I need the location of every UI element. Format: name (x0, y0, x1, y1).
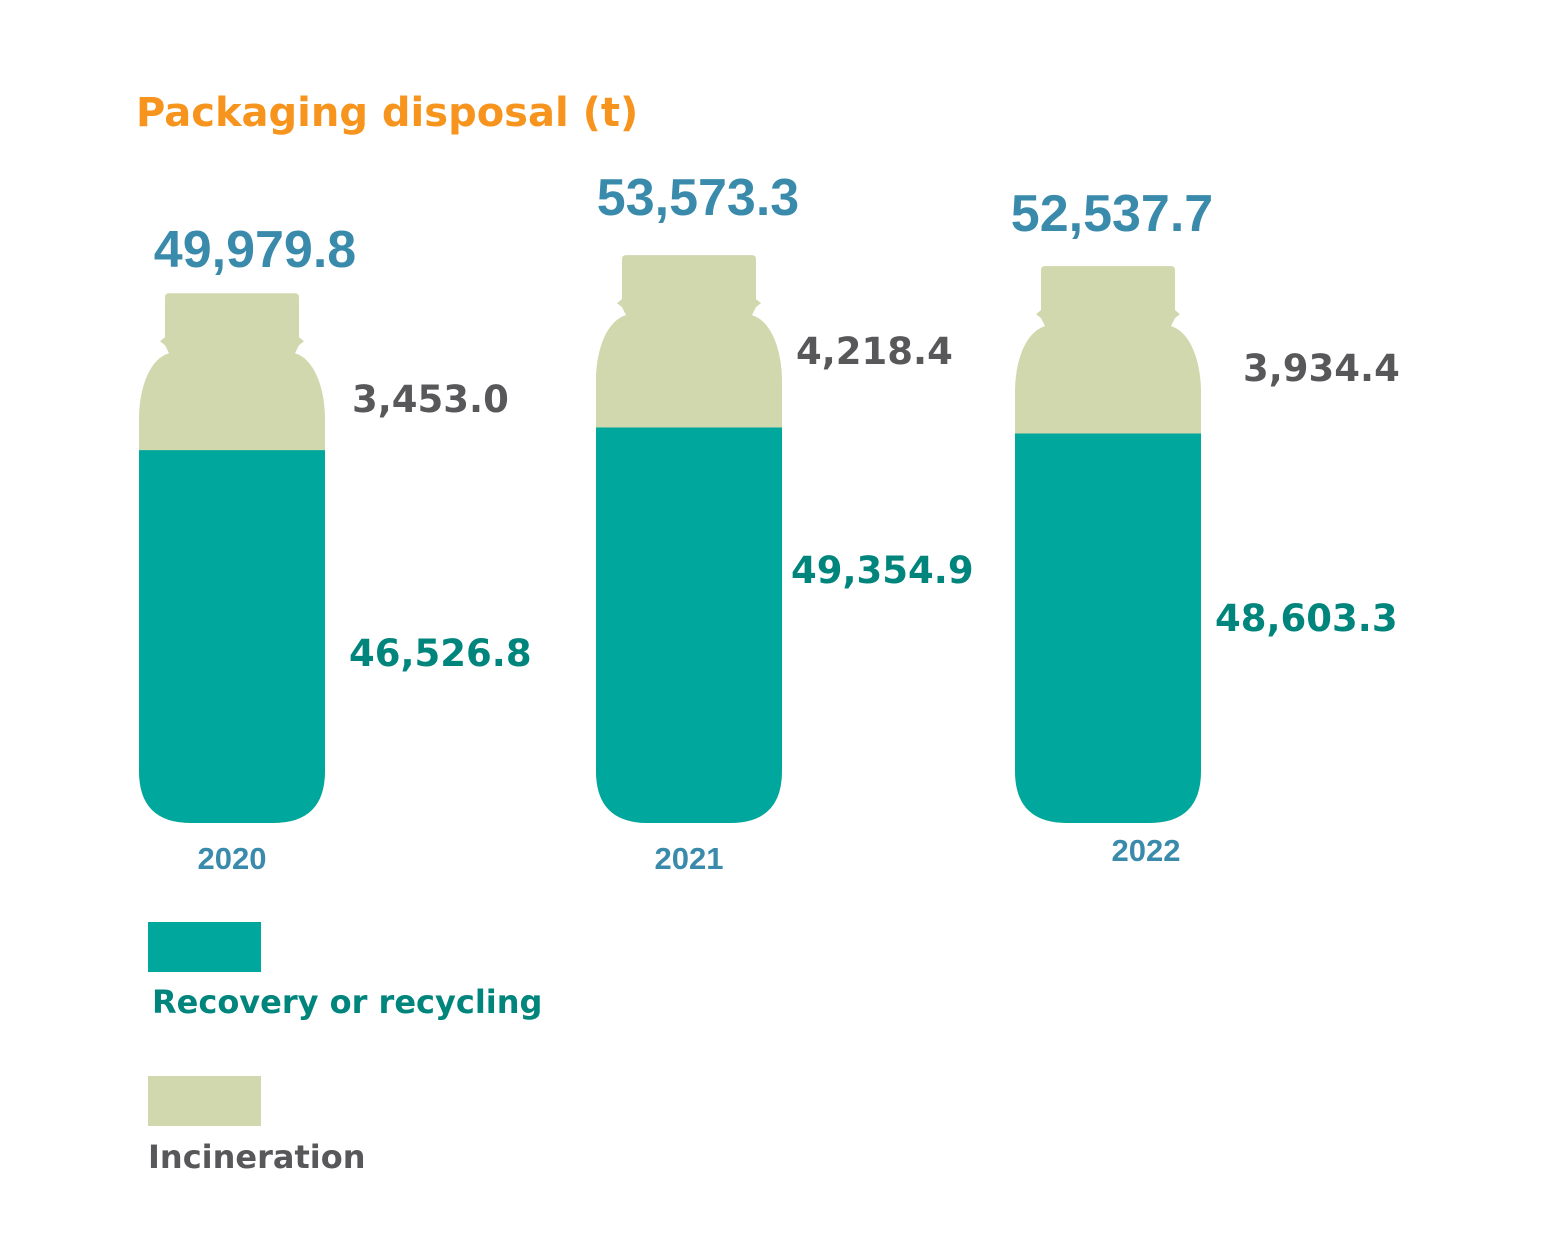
total-label-2020: 49,979.8 (154, 221, 356, 279)
legend-label-incineration: Incineration (148, 1138, 366, 1176)
incineration-label-2021: 4,218.4 (796, 330, 953, 373)
bar-group-2022: 52,537.7 3,934.4 48,603.3 2022 (1011, 185, 1400, 868)
bar-group-2020: 49,979.8 3,453.0 46,526.8 2020 (139, 221, 532, 876)
year-label-2022: 2022 (1112, 833, 1181, 868)
legend: Recovery or recycling Incineration (148, 922, 542, 1176)
total-label-2022: 52,537.7 (1011, 185, 1213, 243)
bar-group-2021: 53,573.3 4,218.4 49,354.9 2021 (596, 169, 974, 876)
legend-item-recovery: Recovery or recycling (148, 922, 542, 1021)
recovery-label-2020: 46,526.8 (349, 632, 532, 675)
legend-label-recovery: Recovery or recycling (152, 983, 542, 1021)
bar-recovery-2021 (596, 427, 782, 823)
incineration-label-2020: 3,453.0 (352, 378, 509, 421)
total-label-2021: 53,573.3 (597, 169, 799, 227)
legend-swatch-recovery (148, 922, 261, 972)
year-label-2020: 2020 (198, 841, 267, 876)
recovery-label-2021: 49,354.9 (791, 549, 974, 592)
chart-title: Packaging disposal (t) (136, 90, 638, 136)
year-label-2021: 2021 (655, 841, 724, 876)
bar-recovery-2020 (139, 450, 325, 823)
bar-recovery-2022 (1015, 433, 1201, 824)
bars-layer: 49,979.8 3,453.0 46,526.8 2020 53,573.3 4,218… (139, 169, 1400, 876)
legend-item-incineration: Incineration (148, 1076, 366, 1176)
recovery-label-2022: 48,603.3 (1215, 597, 1398, 640)
incineration-label-2022: 3,934.4 (1243, 347, 1400, 390)
legend-swatch-incineration (148, 1076, 261, 1126)
